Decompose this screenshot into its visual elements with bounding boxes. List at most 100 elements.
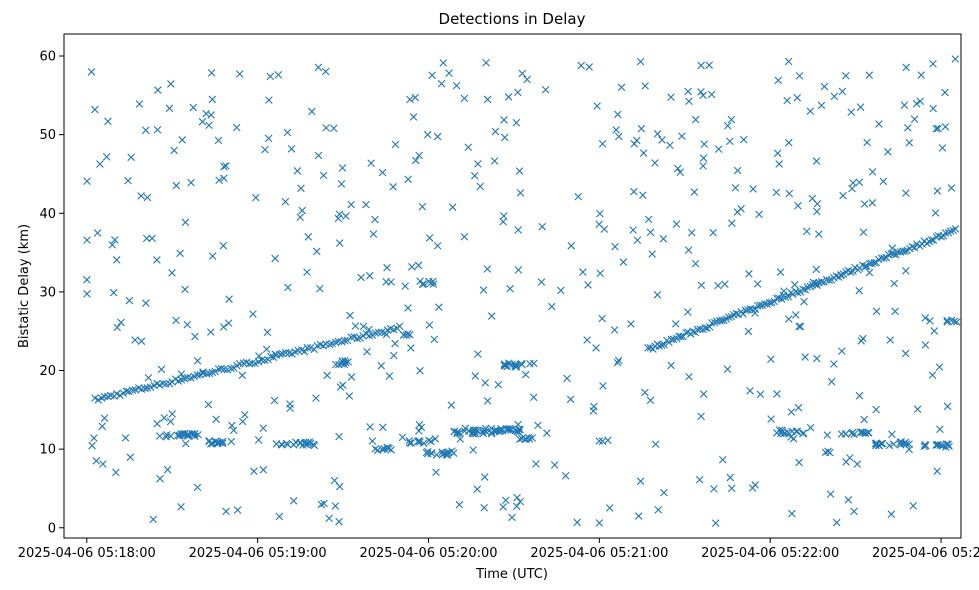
y-tick-label: 50 <box>39 128 56 143</box>
detection-marker <box>516 497 525 506</box>
detection-marker <box>636 477 645 486</box>
detection-marker <box>487 312 496 320</box>
detection-marker <box>709 228 717 237</box>
detection-marker <box>405 439 414 447</box>
detection-marker <box>593 102 601 110</box>
detection-marker <box>636 57 645 66</box>
detection-marker <box>637 124 646 133</box>
detection-marker <box>167 80 175 88</box>
x-tick-label: 2025-04-06 05:23:00 <box>872 546 979 561</box>
detection-marker <box>653 130 662 138</box>
detection-marker <box>604 436 612 445</box>
detection-marker <box>651 440 660 449</box>
detection-marker <box>902 63 910 72</box>
detection-marker <box>266 72 275 81</box>
detection-marker <box>94 396 103 404</box>
detection-marker <box>824 447 832 456</box>
detection-marker <box>929 60 937 68</box>
detection-marker <box>826 490 835 498</box>
detection-marker <box>765 298 774 307</box>
detection-marker <box>193 357 202 365</box>
detection-marker <box>660 488 668 497</box>
detection-marker <box>737 205 745 213</box>
detection-marker <box>820 82 829 91</box>
detection-marker <box>943 318 951 326</box>
detection-marker <box>842 71 850 80</box>
detection-marker <box>793 94 802 102</box>
detection-marker <box>849 267 857 276</box>
detection-marker <box>285 349 294 357</box>
y-tick-label: 60 <box>39 50 56 65</box>
detection-marker <box>341 336 349 345</box>
detection-marker <box>432 451 441 459</box>
detection-marker <box>543 429 551 437</box>
detection-marker <box>872 439 881 448</box>
detection-marker <box>627 320 635 328</box>
detection-marker <box>219 323 228 331</box>
detection-marker <box>660 340 668 349</box>
detection-marker <box>513 493 521 502</box>
detection-marker <box>787 408 796 416</box>
detection-marker <box>378 168 387 177</box>
detection-marker <box>830 360 838 368</box>
detection-marker <box>632 136 641 145</box>
x-axis-label: Time (UTC) <box>475 567 548 582</box>
detection-marker <box>574 192 583 201</box>
detection-marker <box>448 447 456 455</box>
detection-marker <box>697 281 706 290</box>
detection-marker <box>322 124 330 132</box>
detection-marker <box>395 322 404 331</box>
detection-marker <box>697 88 705 96</box>
detection-marker <box>780 287 788 295</box>
detection-marker <box>347 373 356 381</box>
detection-marker <box>222 162 230 170</box>
detection-marker <box>859 228 868 237</box>
detection-marker <box>920 442 929 451</box>
detection-marker <box>775 160 783 168</box>
detection-marker <box>685 372 693 381</box>
detection-marker <box>711 519 720 527</box>
detection-marker <box>728 219 736 227</box>
detection-marker <box>859 334 867 343</box>
detection-marker <box>934 124 942 133</box>
detection-marker <box>727 115 736 124</box>
detection-marker <box>773 429 781 437</box>
detection-marker <box>335 239 344 247</box>
detection-marker <box>732 309 741 318</box>
detection-marker <box>756 390 765 399</box>
detection-marker <box>795 322 803 331</box>
detection-marker <box>516 189 525 197</box>
detection-marker <box>952 318 961 326</box>
detection-marker <box>215 176 223 185</box>
detection-marker <box>901 267 910 275</box>
detection-marker <box>193 371 201 379</box>
detection-marker <box>791 311 800 319</box>
detection-marker <box>416 366 424 375</box>
detection-marker <box>523 75 531 84</box>
detection-marker <box>448 203 457 211</box>
detection-marker <box>208 95 217 104</box>
detection-marker <box>432 468 440 477</box>
detection-marker <box>884 148 892 156</box>
detection-marker <box>317 500 326 509</box>
detection-marker <box>461 424 470 433</box>
detection-marker <box>404 304 412 312</box>
detection-marker <box>287 144 296 153</box>
detection-marker <box>902 189 910 197</box>
detection-marker <box>889 250 898 258</box>
detection-marker <box>227 437 236 446</box>
detection-marker <box>739 135 748 144</box>
detection-marker <box>863 138 871 147</box>
detection-marker <box>726 137 734 146</box>
detection-marker <box>812 157 821 165</box>
detection-marker <box>365 331 374 340</box>
detection-marker <box>951 225 960 233</box>
detection-marker <box>347 333 355 342</box>
detection-marker <box>297 184 305 193</box>
detection-marker <box>812 354 821 363</box>
detection-marker <box>471 372 480 380</box>
detection-marker <box>861 262 869 271</box>
detection-marker <box>371 215 379 224</box>
detection-marker <box>909 502 918 510</box>
detection-marker <box>502 496 510 505</box>
